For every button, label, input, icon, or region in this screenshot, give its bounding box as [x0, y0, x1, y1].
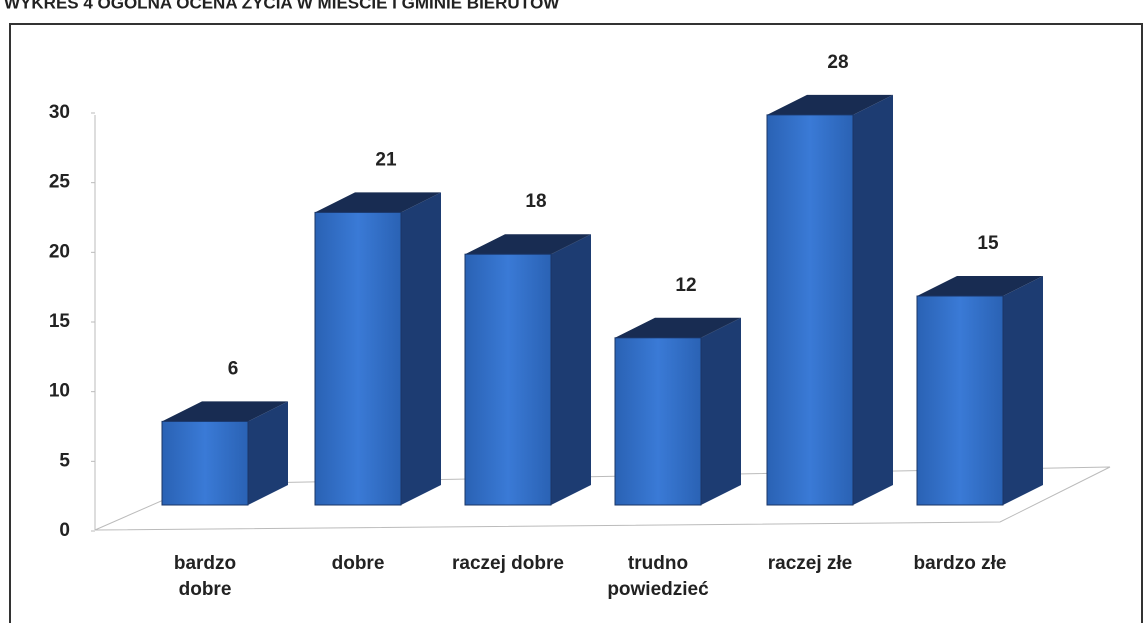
bar [161, 401, 288, 506]
y-tick-label: 30 [49, 102, 70, 123]
bar-front [464, 253, 552, 506]
value-label: 28 [827, 52, 848, 73]
y-tick-label: 20 [49, 241, 70, 262]
bar [766, 94, 893, 506]
bar [314, 192, 441, 506]
bar-side [248, 401, 288, 505]
bar-top [315, 192, 441, 213]
bar-top [162, 401, 288, 422]
bar-top [767, 94, 893, 115]
bar-front [614, 337, 702, 506]
value-label: 15 [977, 233, 999, 254]
value-label: 6 [228, 358, 239, 379]
bar [916, 276, 1043, 506]
bar [614, 317, 741, 506]
chart-title: WYKRES 4 OGÓLNA OCENA ŻYCIA W MIEŚCIE I … [4, 0, 560, 12]
bar-side [701, 317, 741, 505]
bar-top [615, 317, 741, 338]
bar-front [314, 211, 402, 506]
x-tick-label: dobre [331, 553, 385, 574]
chart-frame [9, 23, 1143, 623]
bar-side [853, 94, 893, 505]
value-label: 12 [675, 275, 696, 296]
bar-top [465, 234, 591, 255]
bar-side [551, 234, 591, 505]
bar-front [916, 295, 1004, 506]
y-tick-label: 10 [49, 381, 70, 402]
bar-front [161, 420, 249, 506]
x-tick-label: bardzo dobre [173, 553, 237, 600]
x-tick-label: bardzo złe [913, 553, 1007, 574]
bar-top [917, 276, 1043, 296]
y-tick-label: 5 [59, 450, 70, 471]
value-label: 18 [525, 191, 546, 212]
y-tick-label: 15 [49, 311, 71, 332]
value-label: 21 [375, 149, 397, 170]
bar [464, 234, 591, 506]
x-tick-label: raczej dobre [452, 553, 564, 574]
bar-side [1003, 276, 1043, 505]
x-tick-label: raczej złe [767, 553, 853, 574]
bar-side [401, 192, 441, 505]
y-tick-label: 25 [49, 172, 71, 193]
x-tick-label: trudno powiedzieć [607, 553, 709, 600]
y-tick-label: 0 [59, 520, 70, 541]
bar-front [766, 114, 854, 506]
